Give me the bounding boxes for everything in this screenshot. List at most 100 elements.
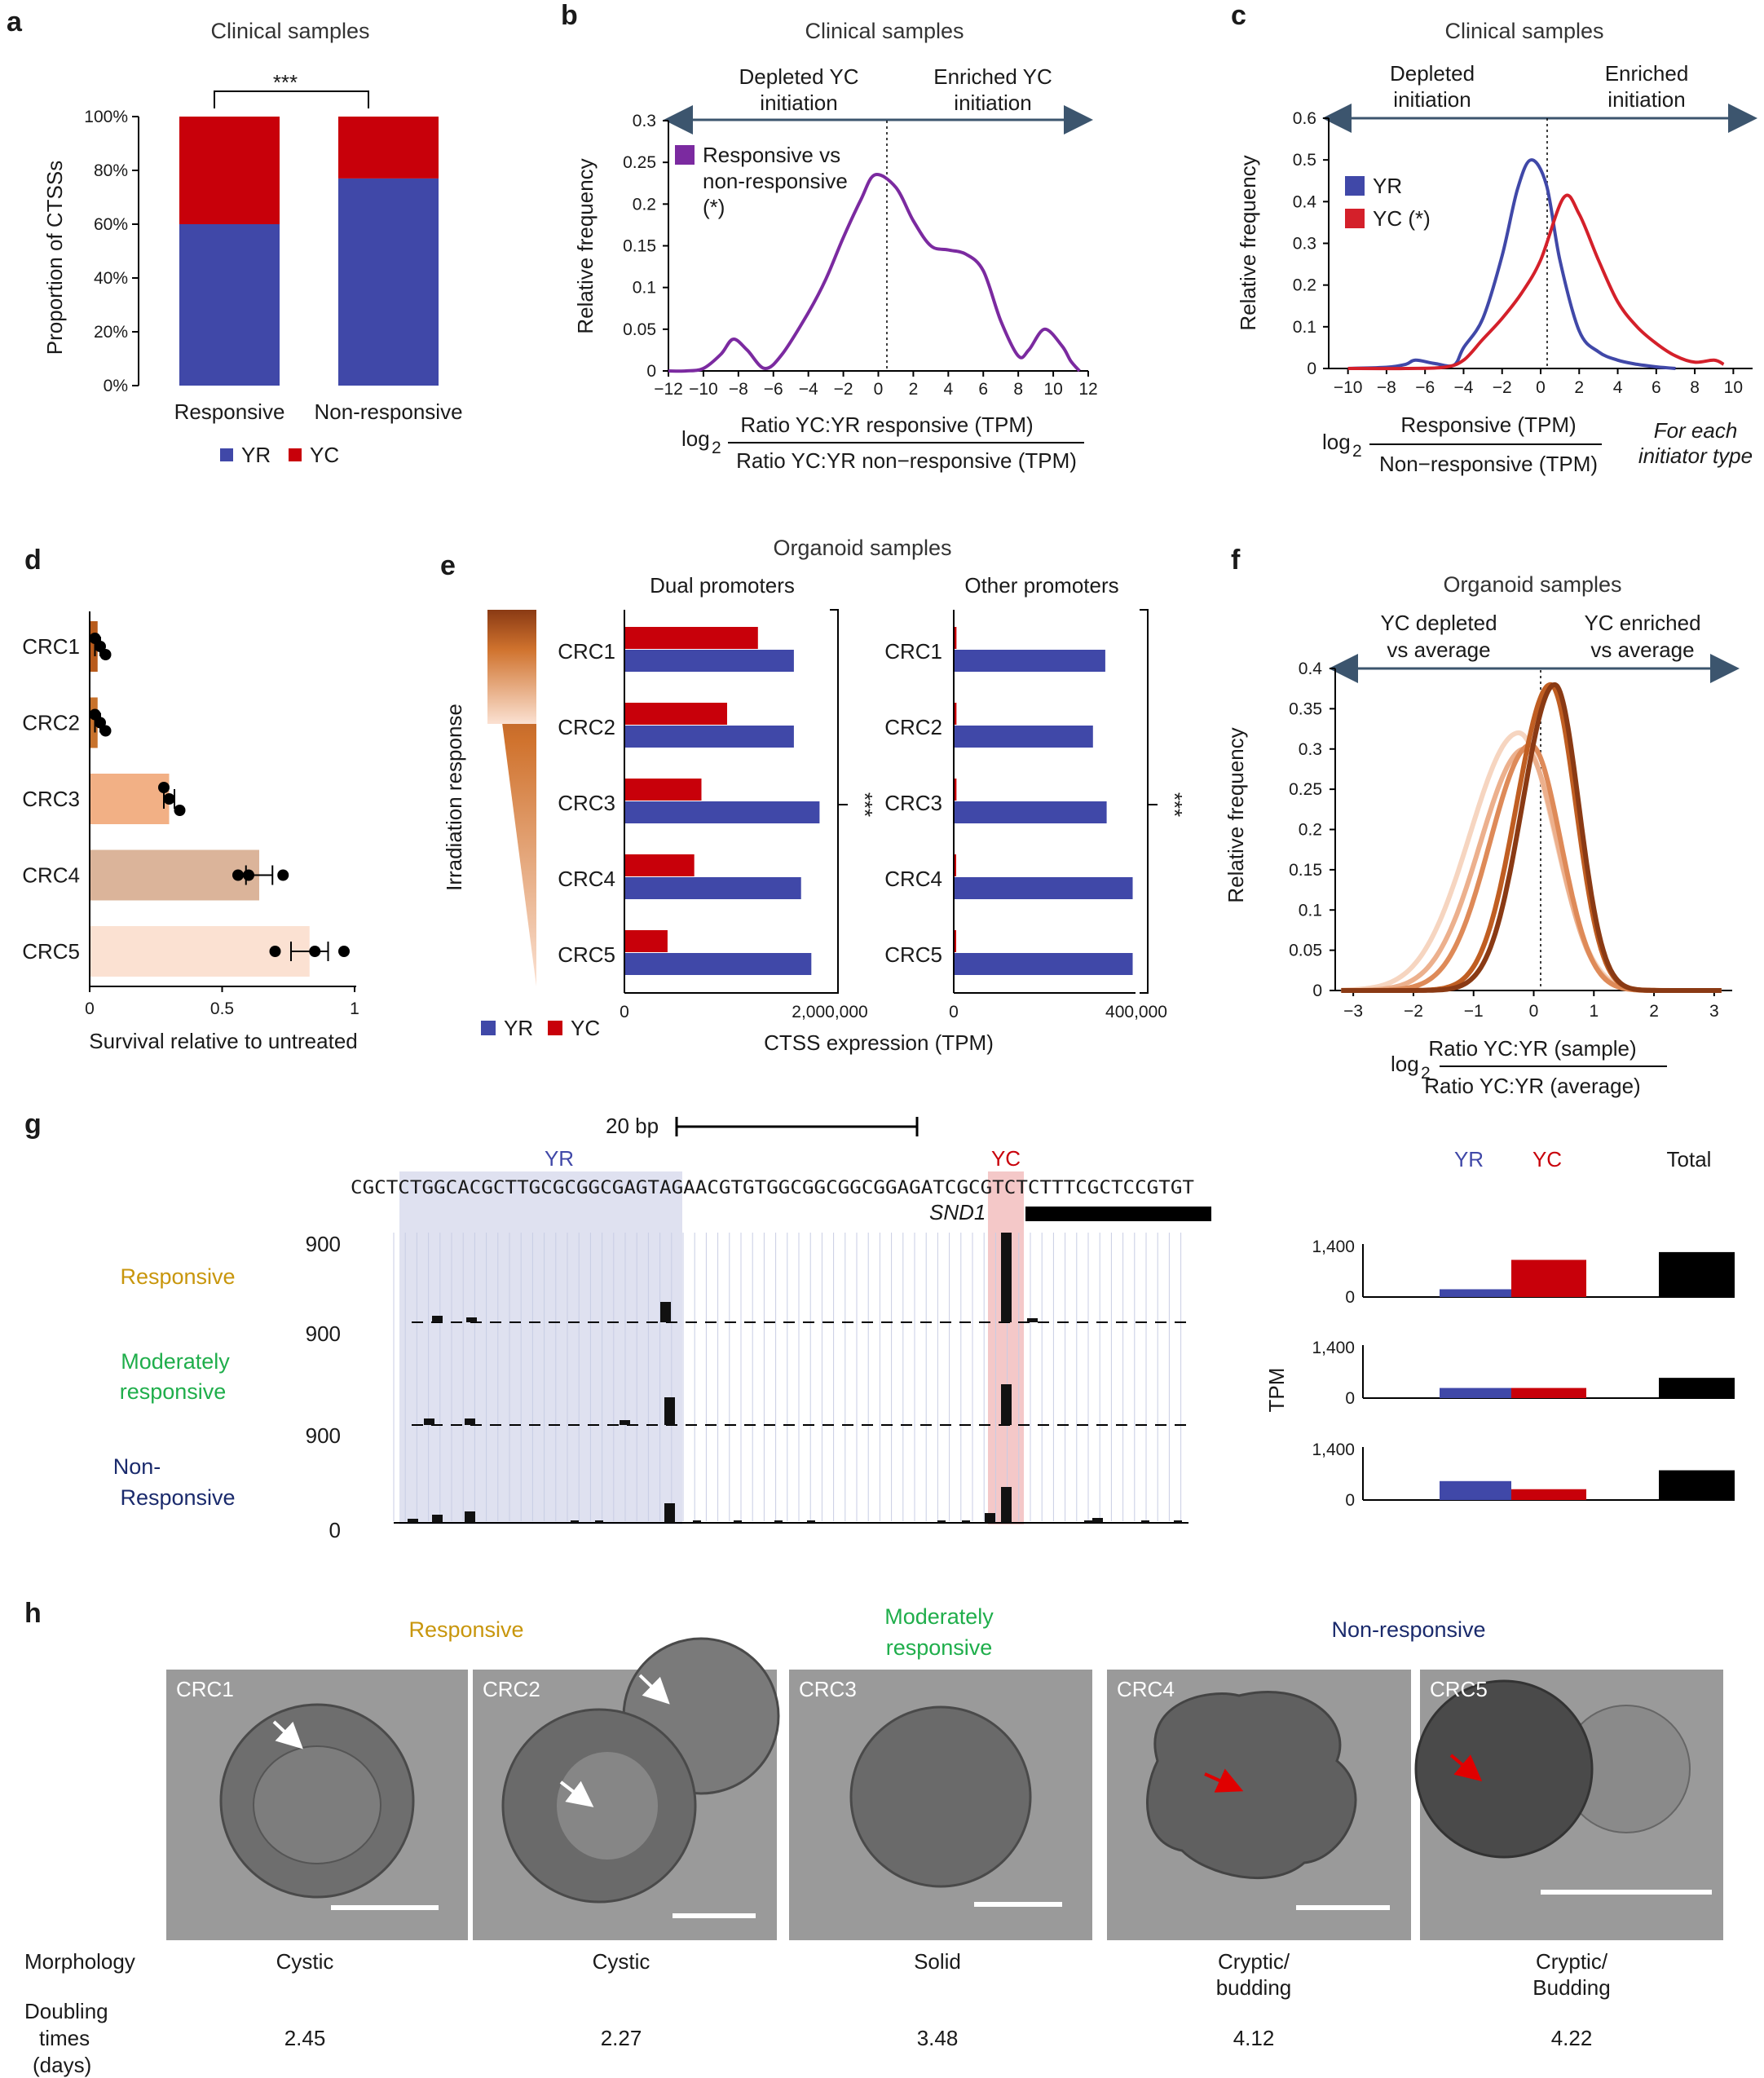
ctss-peak (664, 1503, 675, 1523)
category-label: CRC4 (22, 863, 80, 888)
ctss-peak (660, 1302, 671, 1322)
ctss-peak (774, 1520, 783, 1523)
row-label-doubling-3: (days) (33, 2053, 91, 2077)
bar-crc5-yc (954, 930, 956, 952)
tpm-zero-label: 0 (1345, 1491, 1355, 1510)
panel-c-legend-swatch-yc (1345, 209, 1365, 228)
category-label: CRC3 (22, 787, 80, 811)
doubling-time-value: 2.45 (284, 2026, 326, 2050)
ytick-label: 40% (94, 269, 128, 288)
white-arrow (272, 1720, 303, 1749)
density-curve-crc4 (1341, 746, 1722, 993)
bar-crc4-yc (624, 854, 695, 876)
xtick-label: 0 (1536, 378, 1546, 397)
xtick-label: 10 (1724, 378, 1743, 397)
panel-e-bars: CRC1 CRC2 CRC3 CRC4 CRC5 CRC1 CRC2 CRC3 CRC4 CRC5 (558, 627, 1133, 975)
panel-a-yticks: 0% 20% 40% 60% 80% 100% (84, 108, 139, 395)
panel-e-xlabel: CTSS expression (TPM) (764, 1030, 994, 1055)
morphology-value: Cystic (593, 1949, 650, 1974)
panel-b: b Clinical samples Depleted YC initiatio… (561, 0, 1098, 473)
ctss-peak (664, 1397, 675, 1425)
red-arrow (1204, 1768, 1244, 1793)
panel-g: g 20 bp YR YC CGCTCTGGCACGCTTGCGCGGCGAGT… (24, 1109, 1735, 1542)
panel-c-xlabel-sub: 2 (1352, 442, 1362, 461)
organoid-image-crc3: CRC3 (789, 1670, 1092, 1940)
row-label-doubling-1: Doubling (24, 1999, 108, 2023)
tpm-header-yr: YR (1454, 1147, 1484, 1171)
panel-a-categories: Responsive Non-responsive (174, 399, 463, 424)
track-max-2: 900 (306, 1321, 341, 1346)
ctss-peak (432, 1316, 443, 1322)
xtick-label: −8 (1377, 378, 1396, 397)
yc-region-highlight (988, 1171, 1024, 1524)
panel-b-yticks: 0 0.05 0.1 0.15 0.2 0.25 0.3 (623, 112, 668, 381)
yr-region-highlight (399, 1171, 682, 1524)
xtick-label: 2 (1649, 1002, 1659, 1021)
morphology-value-line2: budding (1216, 1975, 1292, 2000)
xtick-label: 8 (1013, 380, 1023, 399)
data-point (158, 782, 170, 793)
ctss-peak (962, 1520, 970, 1523)
panel-b-ylabel: Relative frequency (573, 158, 598, 333)
panel-d-xticks: 0 0.5 1 (85, 986, 359, 1018)
ytick-label: 0.05 (1289, 942, 1322, 960)
ctss-peak (1092, 1518, 1103, 1523)
panel-b-xticks: −12 −10 −8 −6 −4 −2 0 2 4 6 8 10 12 (654, 371, 1098, 399)
panel-f-yticks: 0 0.05 0.1 0.15 0.2 0.25 0.3 0.35 0.4 (1289, 660, 1335, 1000)
ctss-peak (1174, 1520, 1182, 1523)
tpm-header-yc: YC (1532, 1147, 1562, 1171)
ctss-peak (424, 1418, 434, 1425)
image-label: CRC5 (1430, 1677, 1488, 1701)
ctss-peak (1001, 1487, 1012, 1523)
white-arrow (559, 1780, 594, 1807)
doubling-time-value: 2.27 (601, 2026, 642, 2050)
panel-e-title: Organoid samples (773, 536, 951, 560)
ytick-label: 0.1 (633, 279, 656, 298)
bar-crc5-yr (624, 953, 812, 975)
panel-f-right-arrow-line1: YC enriched (1584, 611, 1700, 635)
gene-name: SND1 (929, 1200, 986, 1224)
xtick-label: −1 (1464, 1002, 1484, 1021)
ctss-peak (693, 1520, 701, 1523)
ctss-peak (1001, 1384, 1012, 1425)
data-point (174, 805, 186, 816)
xtick-label: −12 (654, 380, 683, 399)
category-label: CRC3 (884, 791, 942, 815)
tpm-bar-yr (1440, 1388, 1511, 1398)
image-label: CRC2 (483, 1677, 540, 1701)
panel-c-yticks: 0 0.1 0.2 0.3 0.4 0.5 0.6 (1293, 109, 1329, 378)
track-zero: 0 (329, 1518, 341, 1542)
data-point (163, 793, 175, 805)
ytick-label: 80% (94, 161, 128, 180)
tpm-bars: 1,400 0 1,400 0 1,400 0 (1312, 1238, 1735, 1510)
bar-crc3-yr (624, 801, 820, 823)
tpm-bar-total (1659, 1378, 1735, 1398)
panel-c-right-arrow-line1: Enriched (1605, 61, 1689, 86)
panel-b-title: Clinical samples (805, 19, 964, 43)
ytick-label: 100% (84, 108, 128, 126)
panel-b-xlabel-log: log (681, 426, 710, 451)
bar-crc1-yc (954, 627, 957, 649)
row-label-morphology: Morphology (24, 1949, 135, 1974)
bar-non-responsive-yr (338, 178, 439, 386)
image-label: CRC3 (799, 1677, 857, 1701)
ctss-peak (465, 1418, 475, 1425)
bar-crc1-yr (624, 650, 794, 672)
tpm-max-label: 1,400 (1312, 1440, 1355, 1459)
panel-e-significance-dual: *** (853, 792, 877, 817)
h-group-nonresponsive: Non-responsive (1331, 1617, 1485, 1642)
bar-responsive-yr (179, 224, 280, 386)
panel-letter-c: c (1231, 0, 1246, 31)
h-group-moderate-line2: responsive (886, 1635, 993, 1660)
panel-f-xlabel-sub: 2 (1421, 1064, 1431, 1083)
data-point (277, 869, 289, 881)
panel-b-legend-swatch (675, 145, 695, 165)
xtick-label: 1 (350, 999, 359, 1018)
organoid-image-crc2: CRC2 (473, 1637, 780, 1940)
data-point (95, 641, 106, 652)
ctss-peak (466, 1317, 477, 1322)
panel-a: a Clinical samples 0% 20% 40% 60% 80% 100% **… (7, 7, 463, 467)
ytick-label: 0.4 (1299, 660, 1323, 678)
doubling-time-value: 4.22 (1551, 2026, 1593, 2050)
track-max-1: 900 (306, 1232, 341, 1256)
